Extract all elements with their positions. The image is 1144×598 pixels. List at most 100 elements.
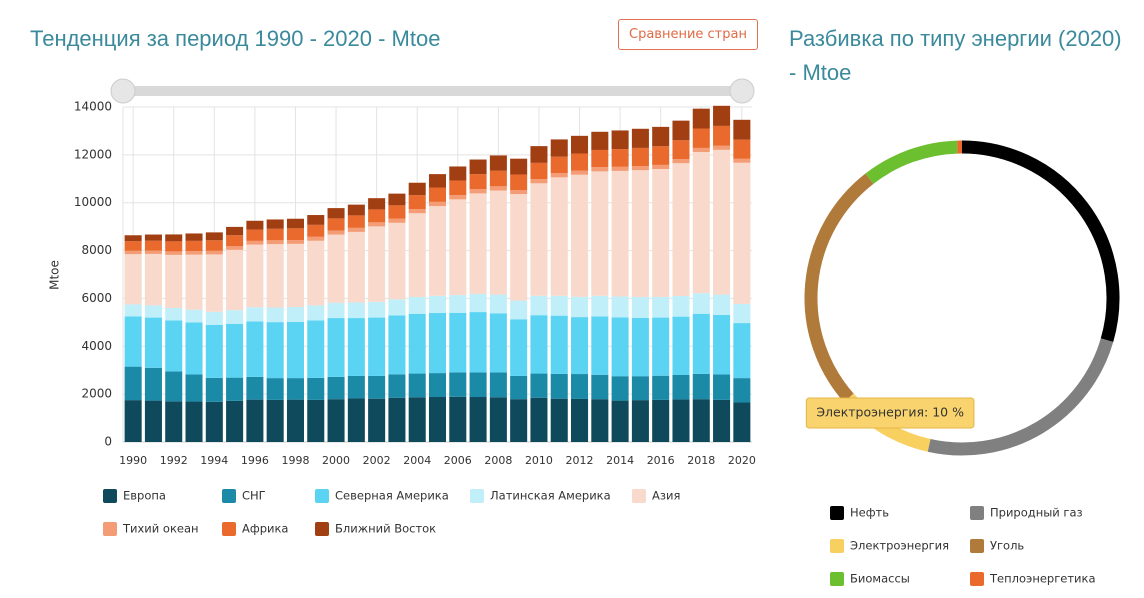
legend-swatch	[103, 522, 117, 536]
bar-segment	[591, 295, 609, 317]
bar-segment	[226, 377, 244, 401]
legend-label: Уголь	[990, 539, 1024, 553]
bar-segment	[591, 131, 609, 150]
bar-segment	[165, 254, 183, 308]
bar-segment	[185, 309, 203, 323]
bar-segment	[266, 240, 284, 245]
legend-label: Природный газ	[990, 506, 1083, 520]
bar-segment	[266, 244, 284, 308]
bar-segment	[327, 302, 345, 319]
range-slider-track[interactable]	[123, 86, 742, 96]
bar-segment	[733, 162, 751, 304]
bar-segment	[550, 139, 568, 157]
chart-title: Разбивка по типу энергии (2020) - Mtoe	[789, 26, 1122, 85]
bar-segment	[489, 397, 507, 442]
bar-segment	[733, 402, 751, 442]
bar-segment	[246, 376, 264, 400]
bar-segment	[510, 194, 528, 301]
y-axis-label: Mtoe	[48, 260, 62, 290]
x-tick-label: 2018	[687, 454, 715, 467]
bar-segment	[185, 251, 203, 255]
bar-segment	[368, 226, 386, 302]
x-tick-label: 2002	[363, 454, 391, 467]
bar-segment	[449, 195, 467, 200]
bar-segment	[226, 310, 244, 324]
bar-segment	[205, 324, 223, 378]
x-tick-label: 1998	[281, 454, 309, 467]
bar-segment	[226, 235, 244, 247]
bar-segment	[571, 317, 589, 375]
bar-segment	[571, 296, 589, 318]
bar-segment	[672, 163, 690, 297]
compare-button[interactable]: Сравнение стран	[618, 19, 758, 50]
bar-segment	[368, 398, 386, 442]
bar-segment	[428, 174, 447, 188]
y-tick-label: 8000	[81, 243, 112, 257]
bar-segment	[591, 149, 609, 168]
bar-segment	[185, 374, 203, 402]
bar-segment	[733, 119, 751, 140]
bar-segment	[144, 400, 162, 442]
bar-segment	[165, 251, 183, 255]
bar-segment	[469, 193, 487, 294]
bar-segment	[510, 319, 528, 376]
bar-segment	[388, 374, 406, 398]
bar-segment	[469, 189, 487, 194]
bar-segment	[185, 233, 203, 241]
bar-segment	[144, 367, 162, 401]
bar-segment	[327, 318, 345, 377]
legend-label: Европа	[123, 489, 166, 503]
bar-segment	[408, 209, 426, 214]
bar-segment	[124, 241, 142, 251]
y-tick-label: 10000	[74, 195, 112, 209]
legend-label: Африка	[242, 522, 288, 536]
legend-label: Теплоэнергетика	[989, 572, 1096, 586]
bar-segment	[692, 128, 710, 148]
bar-segment	[510, 190, 528, 195]
bar-segment	[327, 234, 345, 303]
x-tick-label: 2020	[728, 454, 756, 467]
bar-segment	[611, 400, 629, 442]
bar-segment	[327, 230, 345, 235]
bar-segment	[205, 240, 223, 251]
range-slider-handle[interactable]	[110, 78, 136, 104]
bar-segment	[286, 378, 304, 400]
bar-segment	[368, 198, 386, 210]
range-slider-handle[interactable]	[729, 78, 755, 104]
bar-segment	[510, 399, 528, 442]
bar-segment	[408, 182, 426, 196]
bar-segment	[449, 180, 467, 196]
bar-segment	[652, 296, 670, 318]
bar-segment	[226, 323, 244, 378]
bar-segment	[469, 312, 487, 373]
bar-segment	[631, 170, 649, 297]
bar-segment	[510, 300, 528, 320]
y-tick-label: 4000	[81, 339, 112, 353]
bar-segment	[530, 183, 548, 296]
bar-segment	[713, 399, 731, 442]
bar-segment	[226, 246, 244, 250]
bar-segment	[672, 316, 690, 375]
legend-swatch	[103, 489, 117, 503]
bar-segment	[307, 320, 325, 378]
legend-swatch	[830, 506, 844, 520]
bar-segment	[611, 130, 629, 150]
bar-segment	[449, 312, 467, 373]
bar-segment	[205, 311, 223, 325]
tooltip-box	[805, 397, 975, 429]
bar-segment	[205, 232, 223, 241]
bar-segment	[652, 317, 670, 376]
bar-segment	[631, 317, 649, 377]
bar-segment	[571, 174, 589, 297]
bar-segment	[571, 153, 589, 171]
bar-segment	[368, 301, 386, 318]
bar-segment	[388, 205, 406, 219]
bar-segment	[449, 372, 467, 397]
bar-segment	[530, 315, 548, 374]
bar-segment	[327, 208, 345, 219]
bar-segment	[652, 168, 670, 297]
bar-segment	[631, 400, 649, 442]
bar-segment	[550, 398, 568, 442]
bar-segment	[428, 397, 447, 442]
